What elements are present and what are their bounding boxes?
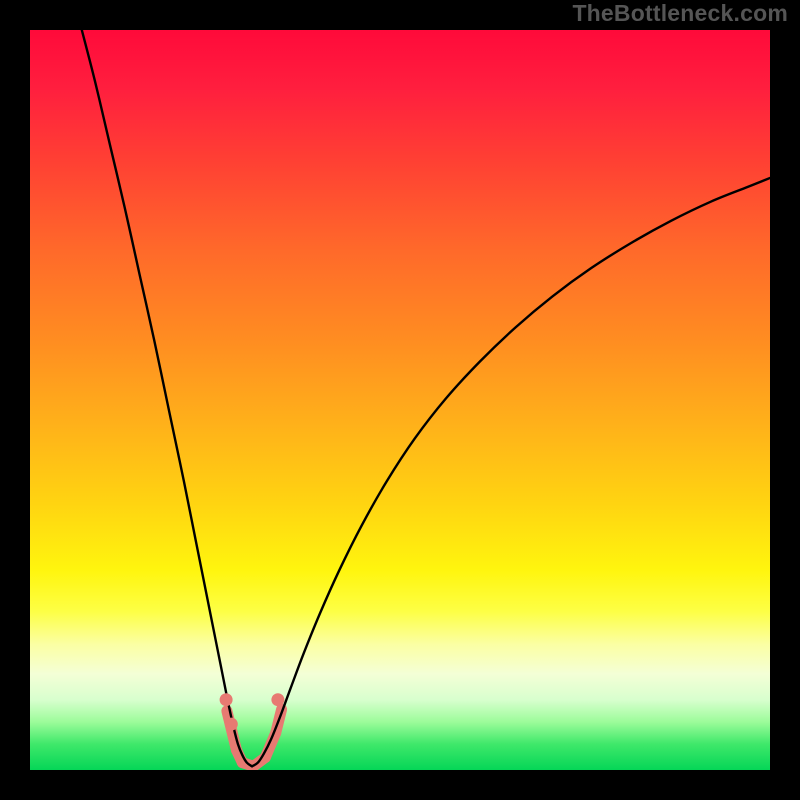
trough-dot xyxy=(271,693,284,706)
trough-dot xyxy=(225,718,238,731)
plot-gradient-background xyxy=(30,30,770,770)
chart-root: TheBottleneck.com xyxy=(0,0,800,800)
chart-svg xyxy=(0,0,800,800)
watermark-text: TheBottleneck.com xyxy=(572,0,788,27)
trough-dot xyxy=(220,693,233,706)
